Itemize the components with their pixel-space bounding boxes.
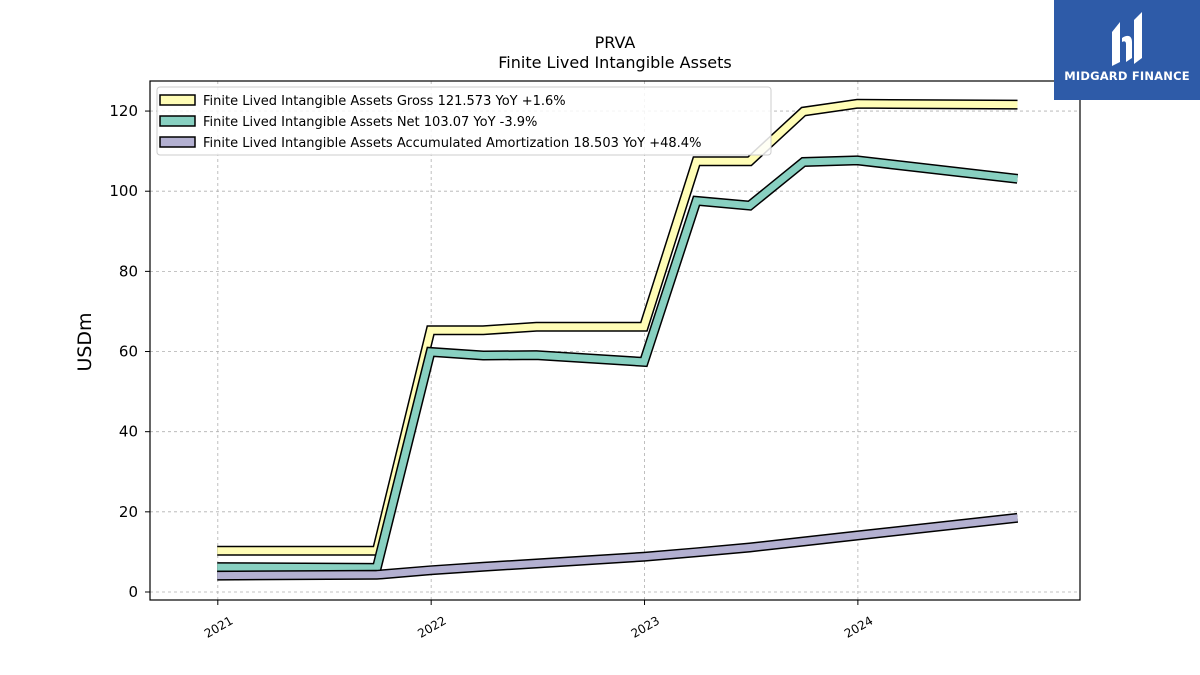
x-tick-label: 2023	[629, 613, 662, 640]
series-lines	[217, 98, 1019, 581]
series-line-3	[217, 512, 1019, 581]
legend-box	[156, 86, 772, 156]
legend-label: Finite Lived Intangible Assets Accumulat…	[203, 136, 701, 151]
series-stroke	[217, 514, 1018, 580]
y-axis-label: USDm	[74, 312, 96, 371]
y-tick-label: 80	[119, 262, 138, 280]
x-axis-ticks: 2021 2022 2023 2024	[202, 600, 875, 641]
y-tick-label: 60	[119, 343, 138, 361]
y-tick-label: 40	[119, 423, 138, 441]
series-line-2	[217, 155, 1019, 573]
x-tick-label: 2021	[202, 613, 235, 640]
legend-swatch	[159, 115, 196, 127]
x-tick-label: 2022	[415, 613, 448, 640]
y-axis-ticks: 0 20 40 60 80 100 120	[109, 102, 150, 601]
legend-label: Finite Lived Intangible Assets Gross 121…	[203, 94, 566, 109]
chart-title: PRVA	[595, 33, 636, 52]
logo-mark-icon	[1112, 12, 1142, 66]
legend: Finite Lived Intangible Assets Gross 121…	[156, 86, 772, 156]
logo-text: MIDGARD FINANCE	[1064, 69, 1190, 83]
series-outline	[217, 155, 1019, 573]
y-tick-label: 0	[128, 583, 138, 601]
legend-label: Finite Lived Intangible Assets Net 103.0…	[203, 115, 537, 130]
brand-logo: MIDGARD FINANCE	[1054, 0, 1200, 100]
y-tick-label: 120	[109, 102, 138, 120]
chart-subtitle: Finite Lived Intangible Assets	[498, 53, 731, 72]
y-tick-label: 100	[109, 182, 138, 200]
legend-swatch	[159, 94, 196, 106]
y-tick-label: 20	[119, 503, 138, 521]
plot-frame	[149, 80, 1081, 601]
legend-swatch	[159, 136, 196, 148]
series-stroke	[217, 100, 1018, 555]
x-tick-label: 2024	[842, 613, 875, 640]
series-stroke	[217, 156, 1018, 572]
series-line-1	[217, 98, 1018, 556]
